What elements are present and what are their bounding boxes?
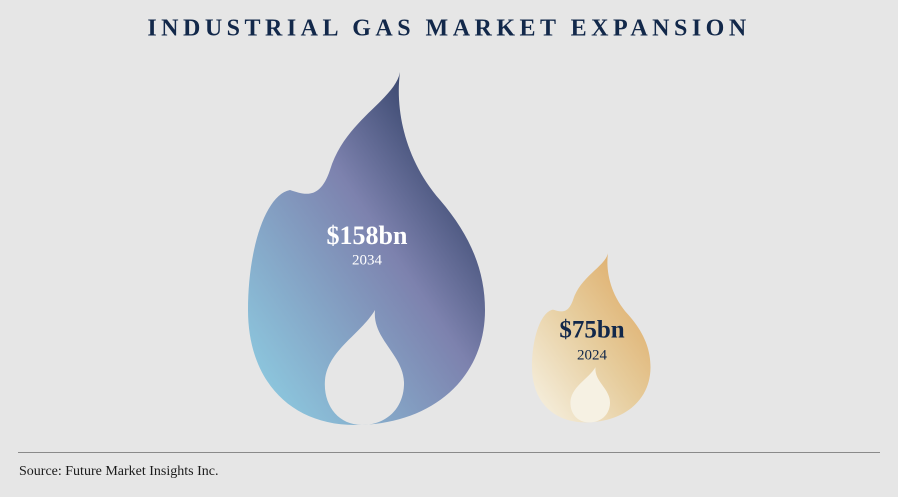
year-label: 2024 [577, 347, 608, 363]
flame-small [532, 252, 651, 423]
value-label: $158bn [327, 221, 408, 250]
source: Source: Future Market Insights Inc. [19, 464, 218, 479]
title: INDUSTRIAL GAS MARKET EXPANSION [147, 16, 750, 42]
year-label: 2034 [352, 252, 383, 268]
value-label: $75bn [559, 317, 624, 344]
flame-large [248, 72, 485, 425]
